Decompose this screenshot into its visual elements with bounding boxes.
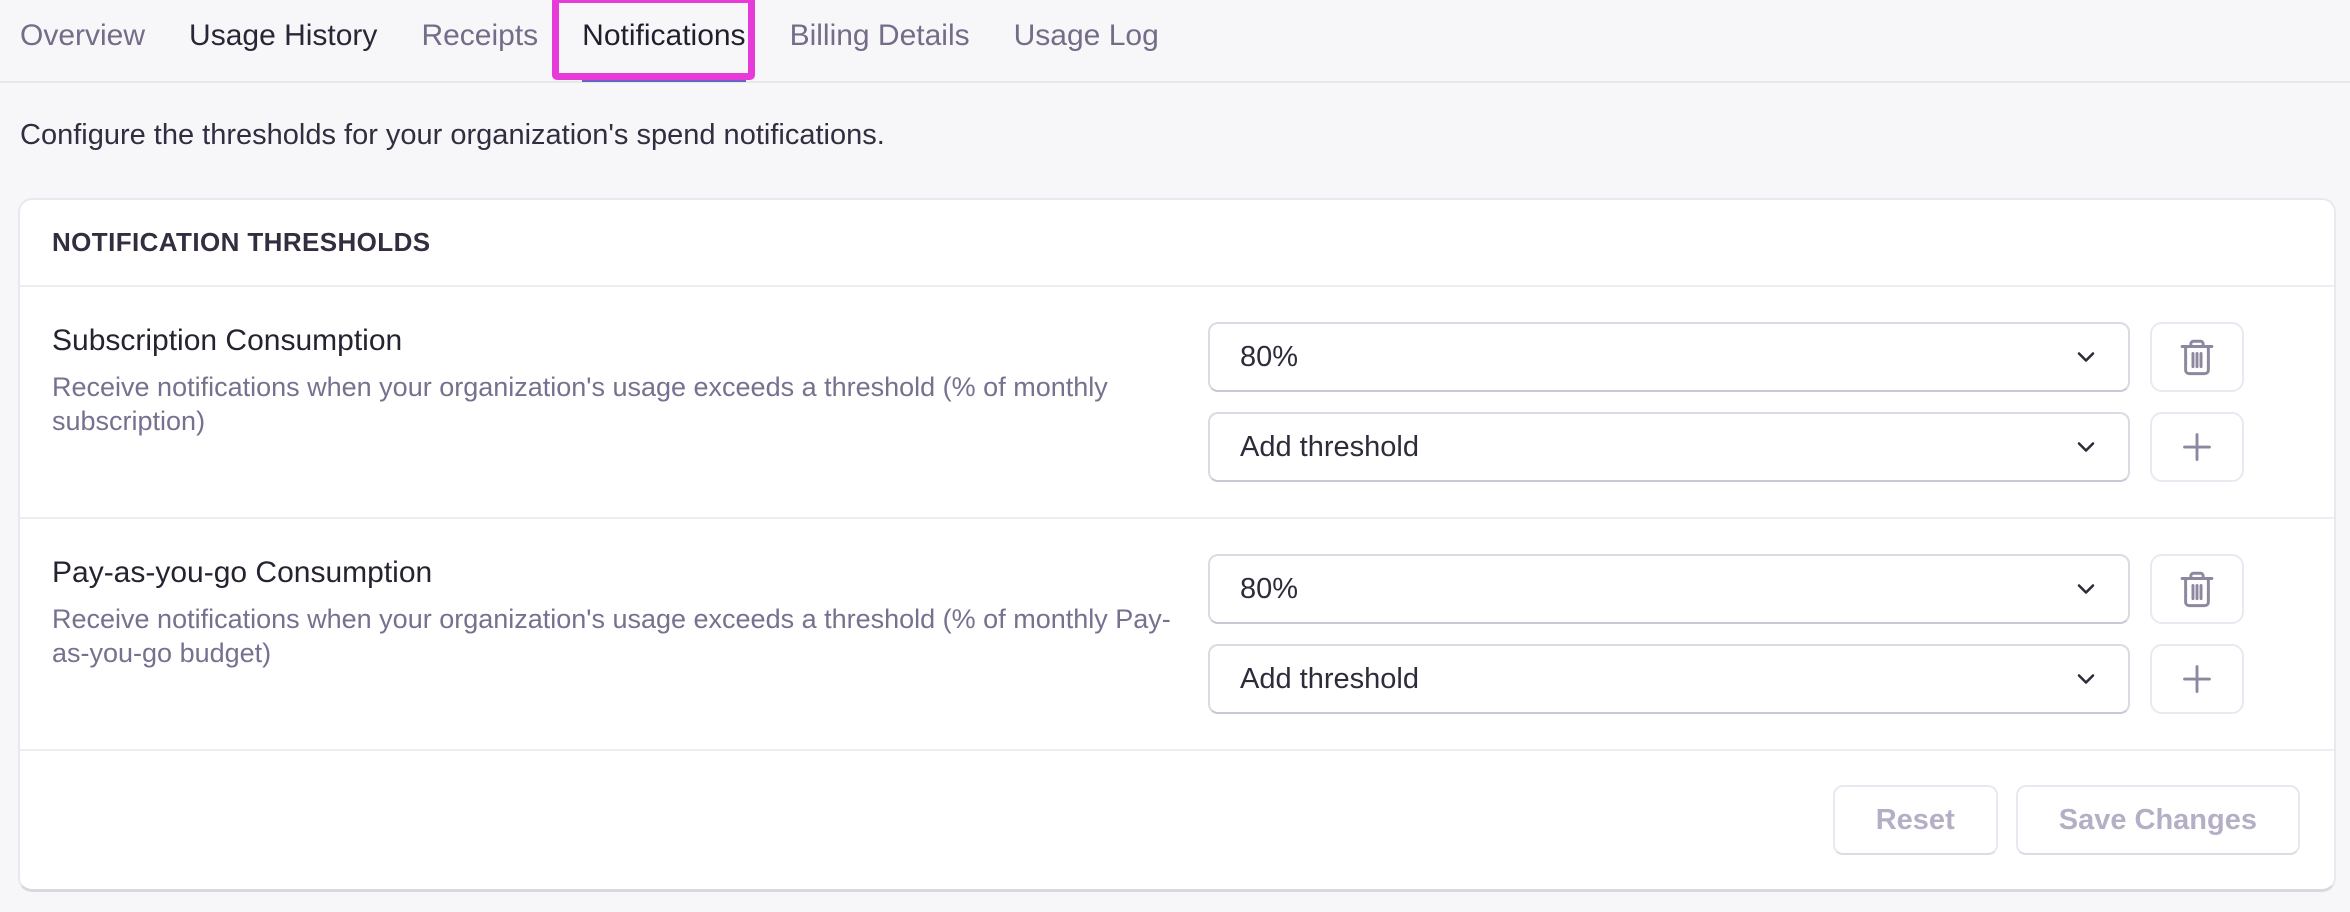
chevron-down-icon [2072, 433, 2100, 461]
tab-billing-details[interactable]: Billing Details [789, 19, 970, 52]
subscription-threshold-select[interactable]: 80% [1208, 322, 2130, 392]
card-header-title: NOTIFICATION THRESHOLDS [20, 200, 2334, 287]
chevron-down-icon [2072, 575, 2100, 603]
plus-icon [2174, 424, 2220, 470]
tab-notifications[interactable]: Notifications [552, 0, 756, 82]
card-footer: Reset Save Changes [20, 749, 2334, 889]
subscription-threshold-value: 80% [1240, 340, 1299, 373]
trash-icon [2176, 336, 2218, 378]
payg-add-threshold-placeholder: Add threshold [1240, 662, 1419, 695]
section-description: Receive notifications when your organiza… [52, 604, 1171, 668]
payg-threshold-value: 80% [1240, 572, 1299, 605]
section-title: Pay-as-you-go Consumption [52, 556, 433, 589]
tab-notifications-label: Notifications [582, 19, 746, 52]
add-threshold-button[interactable] [2150, 412, 2244, 482]
plus-icon [2174, 656, 2220, 702]
active-tab-underline [582, 74, 746, 82]
notification-thresholds-card: NOTIFICATION THRESHOLDS Subscription Con… [18, 198, 2336, 892]
delete-threshold-button[interactable] [2150, 322, 2244, 392]
tab-usage-log[interactable]: Usage Log [1013, 19, 1159, 52]
delete-threshold-button[interactable] [2150, 554, 2244, 624]
tab-receipts[interactable]: Receipts [421, 19, 539, 52]
subscription-consumption-section: Subscription Consumption Receive notific… [20, 287, 2334, 517]
section-title: Subscription Consumption [52, 324, 403, 357]
save-changes-button[interactable]: Save Changes [2015, 785, 2300, 855]
pay-as-you-go-consumption-section: Pay-as-you-go Consumption Receive notifi… [20, 517, 2334, 749]
page-description: Configure the thresholds for your organi… [20, 119, 885, 151]
subscription-add-threshold-select[interactable]: Add threshold [1208, 412, 2130, 482]
section-description: Receive notifications when your organiza… [52, 372, 1108, 436]
chevron-down-icon [2072, 343, 2100, 371]
tab-overview[interactable]: Overview [20, 19, 146, 52]
trash-icon [2176, 568, 2218, 610]
payg-add-threshold-select[interactable]: Add threshold [1208, 644, 2130, 714]
reset-button[interactable]: Reset [1832, 785, 1998, 855]
add-threshold-button[interactable] [2150, 644, 2244, 714]
tab-bar: Overview Usage History Receipts Notifica… [0, 0, 2350, 83]
chevron-down-icon [2072, 665, 2100, 693]
subscription-add-threshold-placeholder: Add threshold [1240, 430, 1419, 463]
payg-threshold-select[interactable]: 80% [1208, 554, 2130, 624]
tab-usage-history[interactable]: Usage History [189, 19, 378, 52]
